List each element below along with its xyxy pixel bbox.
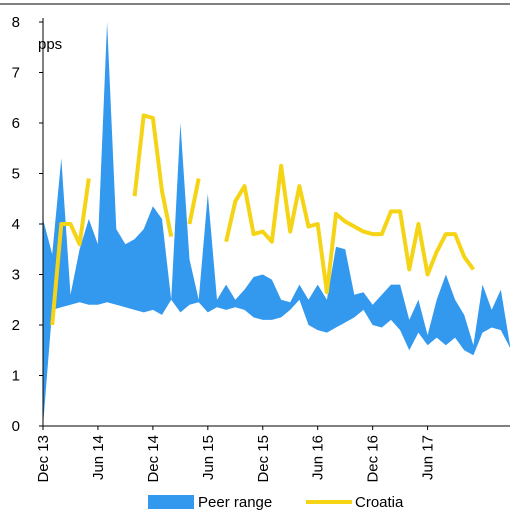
legend-label-croatia: Croatia	[355, 494, 404, 511]
legend-label-peer-range: Peer range	[198, 494, 272, 511]
y-tick-label: 5	[12, 166, 20, 183]
x-tick-label: Dec 14	[145, 435, 162, 483]
croatia-line-segment	[224, 163, 476, 295]
croatia-line-segment	[50, 178, 91, 326]
axes: 0 1 2 3 4 5 6 7 8 Dec 13 Jun 14 Dec 14 Jun 15 Dec 15 J…	[12, 14, 510, 483]
x-tick-label: Jun 17	[420, 435, 437, 480]
y-tick-label: 1	[12, 368, 20, 385]
y-tick-label: 0	[12, 418, 20, 435]
y-tick-label: 3	[12, 267, 20, 284]
y-tick-label: 8	[12, 14, 20, 31]
x-tick-label: Jun 14	[90, 435, 107, 480]
peer-range-band	[43, 22, 510, 426]
legend: Peer range Croatia	[148, 494, 404, 511]
y-tick-label: 4	[12, 216, 20, 233]
unit-label: pps	[38, 36, 62, 53]
legend-swatch-peer-range	[148, 495, 194, 509]
plot-area	[43, 22, 510, 426]
x-tick-label: Jun 16	[310, 435, 327, 480]
y-tick-label: 2	[12, 317, 20, 334]
croatia-line-segment	[187, 178, 201, 225]
x-tick-label: Dec 16	[365, 435, 382, 483]
croatia-line-segment	[132, 113, 174, 237]
x-tick-label: Jun 15	[200, 435, 217, 480]
x-tick-label: Dec 15	[255, 435, 272, 483]
y-tick-label: 6	[12, 115, 20, 132]
y-tick-label: 7	[12, 65, 20, 82]
x-tick-label: Dec 13	[35, 435, 52, 483]
